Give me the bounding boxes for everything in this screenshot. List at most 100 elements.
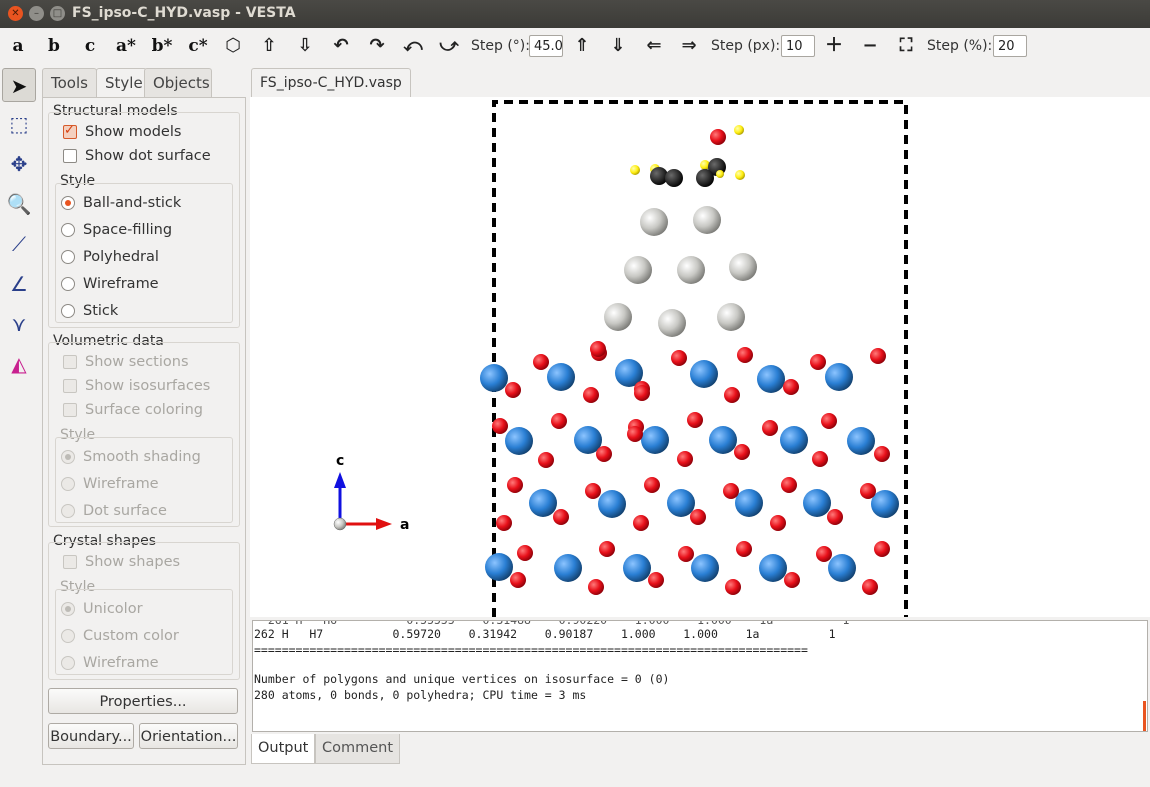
arrow-left-icon[interactable]: ↶ [333, 35, 349, 56]
zoom-in-icon[interactable]: ＋ [825, 35, 843, 56]
select-region-icon[interactable]: ⬚ [9, 112, 29, 136]
oxygen-atom[interactable] [590, 341, 606, 357]
shape-wireframe-radio[interactable] [61, 656, 75, 670]
oxygen-atom[interactable] [496, 515, 512, 531]
fit-to-screen-icon[interactable]: ⛶ [899, 35, 913, 56]
arrow-right-icon[interactable]: ↷ [369, 35, 385, 56]
oxygen-atom[interactable] [551, 413, 567, 429]
tab-tools[interactable]: Tools [42, 68, 97, 98]
space-filling-radio[interactable] [61, 223, 75, 237]
surface-coloring-check[interactable] [63, 403, 77, 417]
polyhedral-radio[interactable] [61, 250, 75, 264]
metal-atom[interactable] [828, 554, 856, 582]
document-tab[interactable]: FS_ipso-C_HYD.vasp [251, 68, 411, 98]
oxygen-atom[interactable] [870, 348, 886, 364]
structure-canvas[interactable]: c a [250, 97, 1150, 617]
metal-atom[interactable] [615, 359, 643, 387]
magnify-icon[interactable]: 🔍 [6, 192, 32, 216]
polyhedron-icon[interactable]: ⬡ [225, 35, 241, 56]
oxygen-atom[interactable] [505, 382, 521, 398]
rotate-left-icon[interactable]: ⤺ [403, 35, 423, 56]
oxygen-atom[interactable] [724, 387, 740, 403]
metal-atom[interactable] [847, 427, 875, 455]
custom-color-radio[interactable] [61, 629, 75, 643]
translate-icon[interactable]: ✥ [10, 152, 28, 176]
oxygen-atom[interactable] [553, 509, 569, 525]
move-left-icon[interactable]: ⇐ [646, 35, 662, 56]
tab-objects[interactable]: Objects [144, 68, 212, 98]
view-along-b-star-button[interactable]: b* [151, 36, 173, 56]
oxygen-atom[interactable] [517, 545, 533, 561]
stick-radio[interactable] [61, 304, 75, 318]
metal-atom[interactable] [485, 553, 513, 581]
oxygen-atom[interactable] [585, 483, 601, 499]
grey-atom[interactable] [624, 256, 652, 284]
oxygen-atom[interactable] [827, 509, 843, 525]
show-models-check[interactable] [63, 121, 77, 141]
metal-atom[interactable] [825, 363, 853, 391]
maximize-window-button[interactable]: □ [50, 6, 65, 21]
oxygen-atom[interactable] [648, 572, 664, 588]
hydrogen-atom[interactable] [700, 160, 710, 170]
oxygen-atom[interactable] [812, 451, 828, 467]
grey-atom[interactable] [717, 303, 745, 331]
rotate-right-icon[interactable]: ⤻ [439, 35, 459, 56]
plane-icon[interactable]: ◭ [11, 352, 27, 376]
close-window-button[interactable]: ✕ [8, 6, 23, 21]
grey-atom[interactable] [640, 208, 668, 236]
oxygen-atom[interactable] [507, 477, 523, 493]
oxygen-atom[interactable] [627, 426, 643, 442]
hydrogen-atom[interactable] [735, 170, 745, 180]
tab-output[interactable]: Output [251, 734, 316, 764]
view-along-b-button[interactable]: b [48, 36, 60, 56]
wireframe-radio[interactable] [61, 277, 75, 291]
show-isosurfaces-check[interactable] [63, 379, 77, 393]
metal-atom[interactable] [641, 426, 669, 454]
oxygen-atom[interactable] [596, 446, 612, 462]
oxygen-atom[interactable] [737, 347, 753, 363]
metal-atom[interactable] [709, 426, 737, 454]
metal-atom[interactable] [780, 426, 808, 454]
step-down-icon[interactable]: ⇓ [610, 35, 626, 56]
oxygen-atom[interactable] [874, 446, 890, 462]
grey-atom[interactable] [604, 303, 632, 331]
grey-atom[interactable] [677, 256, 705, 284]
metal-atom[interactable] [757, 365, 785, 393]
boundary-button[interactable]: Boundary... [48, 723, 134, 749]
tab-style[interactable]: Style [96, 68, 147, 99]
oxygen-atom[interactable] [770, 515, 786, 531]
move-right-icon[interactable]: ⇒ [681, 35, 697, 56]
metal-atom[interactable] [529, 489, 557, 517]
metal-atom[interactable] [554, 554, 582, 582]
metal-atom[interactable] [759, 554, 787, 582]
carbon-atom[interactable] [650, 167, 668, 185]
oxygen-atom[interactable] [725, 579, 741, 595]
show-sections-check[interactable] [63, 355, 77, 369]
step-deg-input[interactable]: 45.0 [529, 35, 563, 57]
oxygen-atom[interactable] [816, 546, 832, 562]
view-along-a-button[interactable]: a [12, 36, 24, 56]
step-px-input[interactable]: 10 [781, 35, 815, 57]
oxygen-atom[interactable] [678, 546, 694, 562]
oxygen-atom[interactable] [862, 579, 878, 595]
oxygen-atom[interactable] [492, 418, 508, 434]
metal-atom[interactable] [574, 426, 602, 454]
grey-atom[interactable] [729, 253, 757, 281]
carbon-atom[interactable] [665, 169, 683, 187]
hydrogen-atom[interactable] [630, 165, 640, 175]
step-up-icon[interactable]: ⇑ [574, 35, 590, 56]
metal-atom[interactable] [598, 490, 626, 518]
oxygen-atom[interactable] [821, 413, 837, 429]
oxygen-atom[interactable] [723, 483, 739, 499]
metal-atom[interactable] [480, 364, 508, 392]
ball-and-stick-radio[interactable] [61, 196, 75, 210]
arrow-down-icon[interactable]: ⇩ [297, 35, 313, 56]
dihedral-icon[interactable]: ⋎ [11, 312, 27, 336]
oxygen-atom[interactable] [687, 412, 703, 428]
orientation-button[interactable]: Orientation... [139, 723, 238, 749]
oxygen-atom[interactable] [762, 420, 778, 436]
oxygen-atom[interactable] [533, 354, 549, 370]
carbon-atom[interactable] [696, 169, 714, 187]
oxygen-atom[interactable] [510, 572, 526, 588]
oxygen-atom[interactable] [874, 541, 890, 557]
